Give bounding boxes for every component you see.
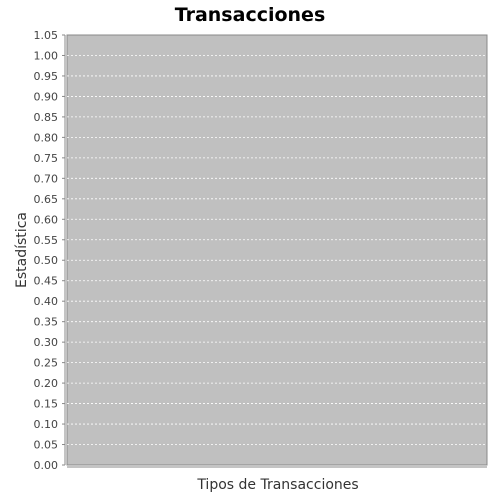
y-tick-label: 0.60 [34,213,59,226]
y-tick-label: 0.30 [34,336,59,349]
y-tick-label: 0.45 [34,275,59,288]
y-tick-label: 0.85 [34,111,59,124]
y-tick-label: 0.75 [34,152,59,165]
gridlines [67,55,487,445]
y-tick-label: 0.00 [34,459,59,472]
plot-area [66,34,488,466]
y-tick-label: 0.05 [34,439,59,452]
y-tick-label: 0.40 [34,295,59,308]
y-tick-label: 0.80 [34,131,59,144]
y-tick-label: 0.65 [34,193,59,206]
y-tick-label: 0.25 [34,357,59,370]
y-tick-label: 0.70 [34,172,59,185]
y-tick-label: 1.05 [34,29,59,42]
y-tick-label: 0.90 [34,90,59,103]
y-tick-label: 1.00 [34,49,59,62]
y-tick-label: 0.55 [34,234,59,247]
chart-title: Transacciones [174,4,326,26]
y-tick-label: 0.50 [34,254,59,267]
y-tick-label: 0.20 [34,377,59,390]
x-axis-label: Tipos de Transacciones [197,477,359,493]
y-tick-label: 0.15 [34,398,59,411]
y-tick-labels: 0.00 0.05 0.10 0.15 0.20 0.25 0.30 0.35 0.40 0.45… [34,29,65,472]
y-tick-label: 0.95 [34,70,59,83]
y-tick-label: 0.35 [34,316,59,329]
y-tick-label: 0.10 [34,418,59,431]
